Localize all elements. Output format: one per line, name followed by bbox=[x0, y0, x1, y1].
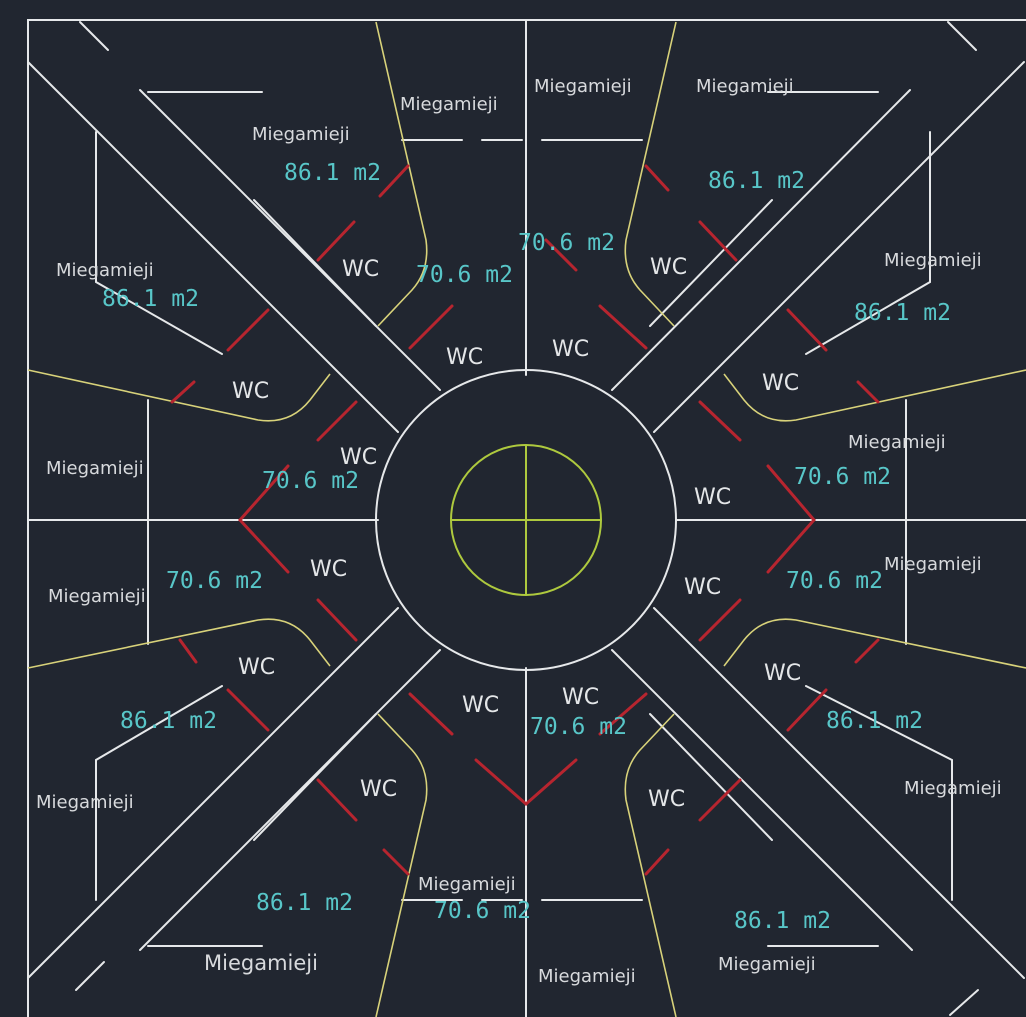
boundary-curves bbox=[27, 21, 1026, 1017]
bedroom-label: Miegamieji bbox=[48, 586, 146, 607]
area-label: 86.1 m2 bbox=[854, 300, 951, 326]
wc-label: WC bbox=[694, 485, 731, 510]
bedroom-label: Miegamieji bbox=[252, 124, 350, 145]
bedroom-label: Miegamieji bbox=[884, 554, 982, 575]
area-label: 86.1 m2 bbox=[284, 160, 381, 186]
wc-label: WC bbox=[764, 661, 801, 686]
bedroom-label: Miegamieji bbox=[904, 778, 1002, 799]
bedroom-label: Miegamieji bbox=[534, 76, 632, 97]
wc-label: WC bbox=[562, 685, 599, 710]
wc-label: WC bbox=[552, 337, 589, 362]
area-label: 86.1 m2 bbox=[120, 708, 217, 734]
bedroom-label: Miegamieji bbox=[848, 432, 946, 453]
partition-walls bbox=[95, 91, 953, 947]
wc-label: WC bbox=[446, 345, 483, 370]
area-label: 70.6 m2 bbox=[786, 568, 883, 594]
wc-label: WC bbox=[648, 787, 685, 812]
bedroom-label: Miegamieji bbox=[884, 250, 982, 271]
bedroom-label: Miegamieji bbox=[46, 458, 144, 479]
bedroom-label: Miegamieji bbox=[56, 260, 154, 281]
area-label: 70.6 m2 bbox=[262, 468, 359, 494]
wc-label: WC bbox=[238, 655, 275, 680]
diagonal-walls bbox=[27, 21, 1025, 1016]
center-symbol bbox=[450, 444, 602, 596]
area-label: 86.1 m2 bbox=[734, 908, 831, 934]
bedroom-label: Miegamieji bbox=[538, 966, 636, 987]
area-label: 86.1 m2 bbox=[826, 708, 923, 734]
area-label: 70.6 m2 bbox=[416, 262, 513, 288]
wc-label: WC bbox=[342, 257, 379, 282]
bedroom-label: Miegamieji bbox=[400, 94, 498, 115]
bedroom-label: Miegamieji bbox=[204, 951, 318, 975]
door-markers bbox=[170, 164, 880, 876]
area-label: 70.6 m2 bbox=[434, 898, 531, 924]
wc-label: WC bbox=[462, 693, 499, 718]
area-label: 86.1 m2 bbox=[708, 168, 805, 194]
area-label: 70.6 m2 bbox=[794, 464, 891, 490]
wc-label: WC bbox=[360, 777, 397, 802]
bedroom-label: Miegamieji bbox=[36, 792, 134, 813]
area-label: 86.1 m2 bbox=[256, 890, 353, 916]
area-label: 86.1 m2 bbox=[102, 286, 199, 312]
wc-label: WC bbox=[310, 557, 347, 582]
area-label: 70.6 m2 bbox=[518, 230, 615, 256]
wc-label: WC bbox=[650, 255, 687, 280]
main-axes bbox=[27, 19, 1026, 1017]
bedroom-label: Miegamieji bbox=[696, 76, 794, 97]
area-label: 70.6 m2 bbox=[166, 568, 263, 594]
central-hall-circle bbox=[375, 369, 677, 671]
bedroom-label: Miegamieji bbox=[718, 954, 816, 975]
wc-label: WC bbox=[232, 379, 269, 404]
wc-label: WC bbox=[340, 445, 377, 470]
wc-label: WC bbox=[762, 371, 799, 396]
area-label: 70.6 m2 bbox=[530, 714, 627, 740]
bedroom-label: Miegamieji bbox=[418, 874, 516, 895]
wc-label: WC bbox=[684, 575, 721, 600]
